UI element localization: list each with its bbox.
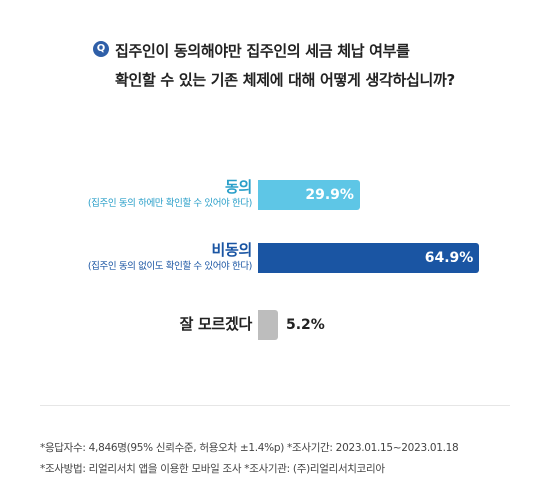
category-disagree: 비동의 (집주인 동의 없이도 확인할 수 있어야 한다) (87, 240, 253, 274)
category-label-disagree: 비동의 (211, 241, 252, 259)
category-label-unsure: 잘 모르겠다 (179, 315, 253, 333)
bar-disagree (258, 243, 480, 273)
bar-unsure (258, 310, 278, 340)
question-line-2: 확인할 수 있는 기존 체제에 대해 어떻게 생각하십니까? (115, 71, 455, 89)
bar-value-unsure: 5.2% (286, 317, 325, 333)
bar-value-disagree: 64.9% (424, 250, 474, 266)
category-unsure: 잘 모르겠다 (179, 314, 253, 334)
bar-value-agree: 29.9% (305, 187, 354, 203)
category-note-disagree: (집주인 동의 없이도 확인할 수 있어야 한다) (87, 261, 253, 272)
question-text: 집주인이 동의해야만 집주인의 세금 체납 여부를 확인할 수 있는 기존 체제… (115, 37, 515, 95)
category-label-agree: 동의 (224, 178, 252, 196)
category-note-agree: (집주인 동의 하에만 확인할 수 있어야 한다) (87, 198, 253, 209)
footnote-line-1: *응답자수: 4,846명(95% 신뢰수준, 허용오차 ±1.4%p) *조사… (40, 442, 459, 454)
question-badge: Q (93, 41, 109, 57)
footnote-divider (40, 405, 510, 406)
footnote-line-2: *조사방법: 리얼리서치 앱을 이용한 모바일 조사 *조사기관: (주)리얼리… (40, 463, 385, 475)
category-agree: 동의 (집주인 동의 하에만 확인할 수 있어야 한다) (87, 177, 253, 211)
question-line-1: 집주인이 동의해야만 집주인의 세금 체납 여부를 (115, 42, 410, 60)
bar-agree (258, 180, 360, 210)
